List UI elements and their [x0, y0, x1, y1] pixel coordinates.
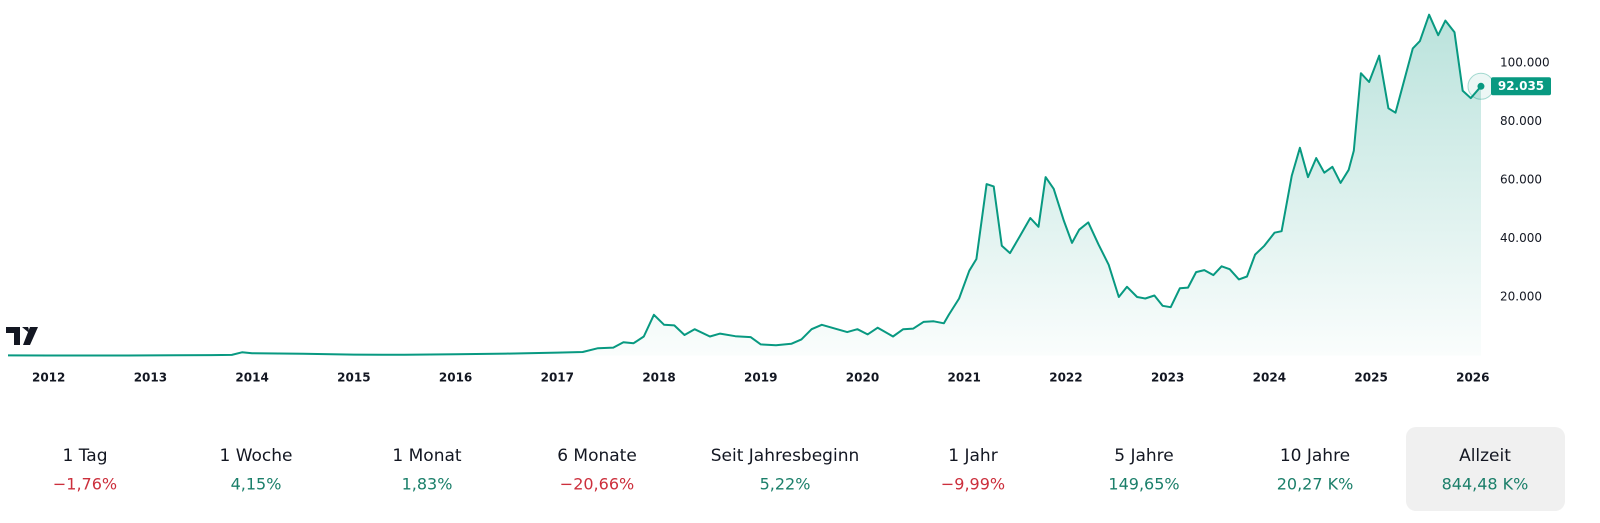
x-tick-label: 2014: [235, 371, 268, 385]
y-tick-label: 40.000: [1500, 231, 1542, 245]
x-tick-label: 2015: [337, 371, 370, 385]
period-change: −20,66%: [560, 475, 634, 494]
period-change: −1,76%: [53, 475, 117, 494]
x-tick-label: 2021: [948, 371, 981, 385]
x-tick-label: 2023: [1151, 371, 1184, 385]
x-tick-label: 2019: [744, 371, 777, 385]
last-price-badge: [1491, 77, 1551, 96]
y-tick-label: 80.000: [1500, 114, 1542, 128]
period-label: 6 Monate: [557, 446, 637, 466]
period-tab-selected-bg: [1406, 427, 1565, 511]
period-change: 149,65%: [1108, 475, 1179, 494]
period-label: 1 Tag: [63, 446, 108, 466]
period-tab[interactable]: Seit Jahresbeginn 5,22%: [711, 446, 860, 494]
y-tick-label: 100.000: [1500, 56, 1550, 70]
price-line: [7, 13, 1482, 357]
logo-icon: [6, 327, 38, 345]
period-label: 10 Jahre: [1280, 446, 1350, 466]
period-change: 4,15%: [231, 475, 282, 494]
x-tick-label: 2017: [541, 371, 574, 385]
x-tick-label: 2020: [846, 371, 879, 385]
period-change: 5,22%: [760, 475, 811, 494]
period-change: 20,27 K%: [1277, 475, 1354, 494]
period-change: 1,83%: [402, 475, 453, 494]
area-fill: [8, 14, 1481, 356]
period-label: 5 Jahre: [1114, 446, 1174, 466]
last-price-dot: [1477, 82, 1485, 90]
x-tick-label: 2024: [1253, 371, 1286, 385]
last-price-label: 92.035: [1498, 79, 1544, 93]
x-tick-label: 2022: [1049, 371, 1082, 385]
period-tab[interactable]: Allzeit 844,48 K%: [1406, 427, 1565, 511]
period-label: Allzeit: [1459, 446, 1511, 466]
y-tick-label: 20.000: [1500, 290, 1542, 304]
period-change: −9,99%: [941, 475, 1005, 494]
x-tick-label: 2018: [642, 371, 675, 385]
period-label: 1 Woche: [219, 446, 292, 466]
period-tab[interactable]: 1 Jahr −9,99%: [941, 446, 1005, 494]
period-tab[interactable]: 10 Jahre 20,27 K%: [1277, 446, 1354, 494]
logo: [6, 327, 38, 345]
period-tab[interactable]: 1 Monat 1,83%: [392, 446, 461, 494]
period-label: Seit Jahresbeginn: [711, 446, 860, 466]
period-tab[interactable]: 1 Tag −1,76%: [53, 446, 117, 494]
period-tab[interactable]: 1 Woche 4,15%: [219, 446, 292, 494]
period-change: 844,48 K%: [1442, 475, 1529, 494]
x-tick-label: 2013: [134, 371, 167, 385]
period-label: 1 Monat: [392, 446, 461, 466]
period-label: 1 Jahr: [948, 446, 997, 466]
x-tick-label: 2016: [439, 371, 472, 385]
x-tick-label: 2025: [1354, 371, 1387, 385]
x-tick-label: 2012: [32, 371, 65, 385]
y-tick-label: 60.000: [1500, 173, 1542, 187]
period-tab[interactable]: 6 Monate −20,66%: [557, 446, 637, 494]
x-tick-label: 2026: [1456, 371, 1489, 385]
period-tab[interactable]: 5 Jahre 149,65%: [1108, 446, 1179, 494]
